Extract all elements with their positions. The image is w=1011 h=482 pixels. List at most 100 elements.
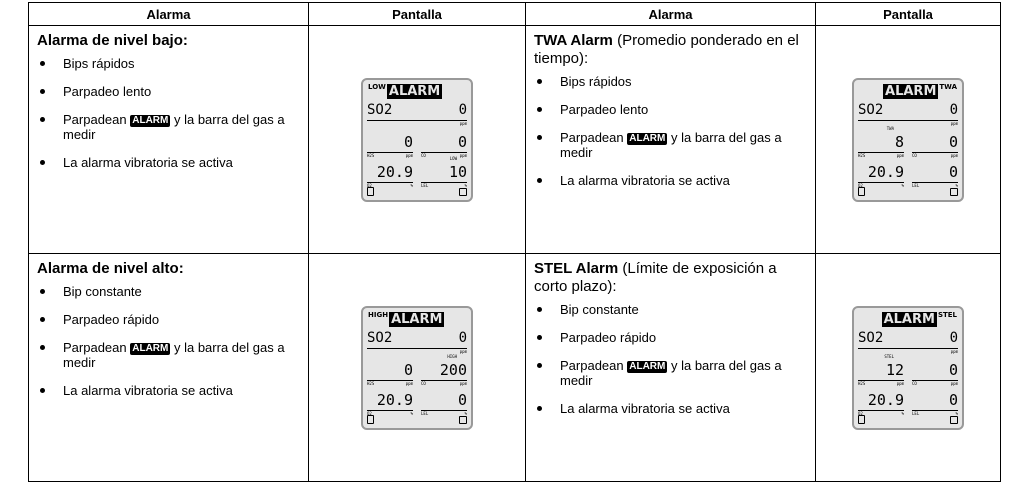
gas-row: SO2 0 ppm (367, 102, 467, 126)
alarm-title-bold: Alarma de nivel alto: (37, 260, 184, 277)
bullet-item: Bip constante (534, 302, 807, 317)
pump-icon (459, 187, 467, 196)
bullet-list: Bip constante Parpadeo rápido Parpadean AL… (534, 302, 807, 416)
alarm-title-rest: (Promedio ponderado en el tiempo): (534, 32, 799, 67)
screen-header: LOW ALARM (367, 83, 467, 99)
sensor-cell: 20.9 O2% (367, 156, 413, 188)
gas-unit: ppm (950, 348, 958, 354)
sensor-name: O2 (367, 410, 372, 416)
battery-icon (858, 414, 865, 424)
screen-header: HIGH ALARM (367, 311, 467, 327)
alarm-title-bold: TWA Alarm (534, 32, 613, 49)
alarm-title-bold: Alarma de nivel bajo: (37, 32, 188, 49)
screen-banner: ALARM (883, 83, 939, 99)
battery-icon (367, 414, 374, 424)
sensor-name: H2S (858, 380, 866, 386)
bullet-list: Bip constante Parpadeo rápido Parpadean AL… (37, 284, 300, 398)
alarm-title-rest: (Límite de exposición a corto plazo): (534, 260, 777, 295)
sensor-cell: 20.9 O2% (858, 384, 904, 416)
table-body: Alarma de nivel bajo: Bips rápidos Parpade… (28, 25, 1001, 482)
column-header: Pantalla (308, 2, 526, 26)
pump-icon (950, 415, 958, 424)
sensor-unit: % (410, 182, 413, 188)
sensor-cell: STEL 12 H2S ppm (858, 354, 904, 386)
sensor-name: LEL (421, 182, 429, 188)
sensor-name: O2 (858, 410, 863, 416)
gas-row: SO2 0 ppm (858, 330, 958, 354)
sensor-value: 0 (457, 132, 467, 151)
sensor-unit: ppm (459, 380, 467, 386)
gas-row: SO2 0 ppm (858, 101, 958, 126)
sensor-cell: 20.9 O2% (367, 384, 413, 416)
column-header: Alarma (525, 2, 816, 26)
device-screen: ALARM STEL SO2 0 ppm STEL 12 H2S ppm 0 CO ppm 20.9 O2… (852, 305, 964, 430)
sensor-cell: 0 LEL% (421, 384, 467, 416)
sensor-value: 0 (948, 360, 958, 379)
sensor-name: CO (421, 152, 426, 158)
sensor-name: CO (421, 380, 426, 386)
column-header: Pantalla (815, 2, 1001, 26)
bullet-text: Parpadean (63, 112, 127, 127)
sensor-value: 12 (885, 360, 904, 379)
sensor-unit: % (464, 182, 467, 188)
gas-row: SO2 0 ppm (367, 329, 467, 354)
pump-icon (459, 415, 467, 424)
sensor-value: 20.9 (376, 162, 413, 181)
gas-unit: ppm (459, 120, 467, 126)
bullet-text: Parpadean (560, 358, 624, 373)
display-cell: HIGH ALARM SO2 0 ppm 0 H2S ppm HIGH 200 CO ppm 20.9 O… (308, 253, 526, 482)
sensor-name: O2 (367, 182, 372, 188)
sensor-value: 0 (457, 390, 467, 409)
alarm-cell: TWA Alarm (Promedio ponderado en el tiem… (525, 25, 816, 254)
alarm-title: TWA Alarm (Promedio ponderado en el tiem… (534, 32, 807, 68)
screen-tag: TWA (939, 82, 957, 91)
bullet-text: y la barra del gas a medir (560, 358, 782, 388)
display-cell: LOW ALARM SO2 0 ppm 0 H2S ppm 0 CO ppm 20.9 O2% LOW 10… (308, 25, 526, 254)
alarm-badge: ALARM (130, 115, 171, 127)
sensor-name: LEL (421, 410, 429, 416)
table-row: Alarma de nivel alto: Bip constante Parpad… (28, 253, 1001, 482)
gas-unit: ppm (950, 120, 958, 126)
screen-header: ALARM STEL (858, 311, 958, 327)
sensor-cell: LOW 10 LEL% (421, 156, 467, 188)
bullet-text: y la barra del gas a medir (63, 340, 285, 370)
gas-name: SO2 (858, 101, 884, 118)
sensor-unit: % (955, 410, 958, 416)
header-row: Alarma Pantalla Alarma Pantalla (28, 2, 1001, 26)
sensor-unit: % (464, 410, 467, 416)
sensor-name: O2 (858, 182, 863, 188)
bullet-item: Parpadeo rápido (534, 330, 807, 345)
screen-banner: ALARM (389, 311, 445, 327)
gas-value: 0 (458, 329, 467, 346)
bullet-item: Parpadean ALARM y la barra del gas a med… (534, 130, 807, 160)
sensor-unit: ppm (405, 152, 413, 158)
sensor-value: 0 (948, 390, 958, 409)
screen-banner: ALARM (386, 83, 443, 99)
sensor-cell: 0 H2S ppm (367, 354, 413, 386)
device-screen: HIGH ALARM SO2 0 ppm 0 H2S ppm HIGH 200 CO ppm 20.9 O… (361, 305, 473, 430)
gas-unit: ppm (459, 348, 467, 354)
sensor-unit: % (901, 182, 904, 188)
screen-tag: LOW (368, 82, 386, 91)
bullet-item: Bips rápidos (37, 56, 300, 71)
bullet-item: La alarma vibratoria se activa (534, 173, 807, 188)
bullet-item: Parpadeo rápido (37, 312, 300, 327)
display-cell: ALARM TWA SO2 0 ppm TWA 8 H2S ppm 0 CO ppm 20.9 O2% 0 L… (815, 25, 1001, 254)
sensor-value: 20.9 (376, 390, 413, 409)
pump-icon (950, 187, 958, 196)
sensor-marker: TWA (886, 125, 894, 131)
sensor-cell: 0 CO ppm (912, 126, 958, 158)
battery-icon (858, 186, 865, 196)
sensor-cell: 0 CO ppm (912, 354, 958, 386)
screen-header: ALARM TWA (858, 83, 958, 99)
device-screen: LOW ALARM SO2 0 ppm 0 H2S ppm 0 CO ppm 20.9 O2% LOW 10… (361, 77, 473, 202)
sensor-cell: HIGH 200 CO ppm (421, 354, 467, 386)
bullet-item: La alarma vibratoria se activa (534, 401, 807, 416)
bullet-item: Parpadeo lento (534, 102, 807, 117)
sensor-unit: ppm (896, 380, 904, 386)
screen-tag: STEL (937, 310, 957, 319)
sensor-name: CO (912, 380, 917, 386)
sensor-value: 0 (403, 360, 413, 379)
gas-value: 0 (949, 101, 958, 118)
